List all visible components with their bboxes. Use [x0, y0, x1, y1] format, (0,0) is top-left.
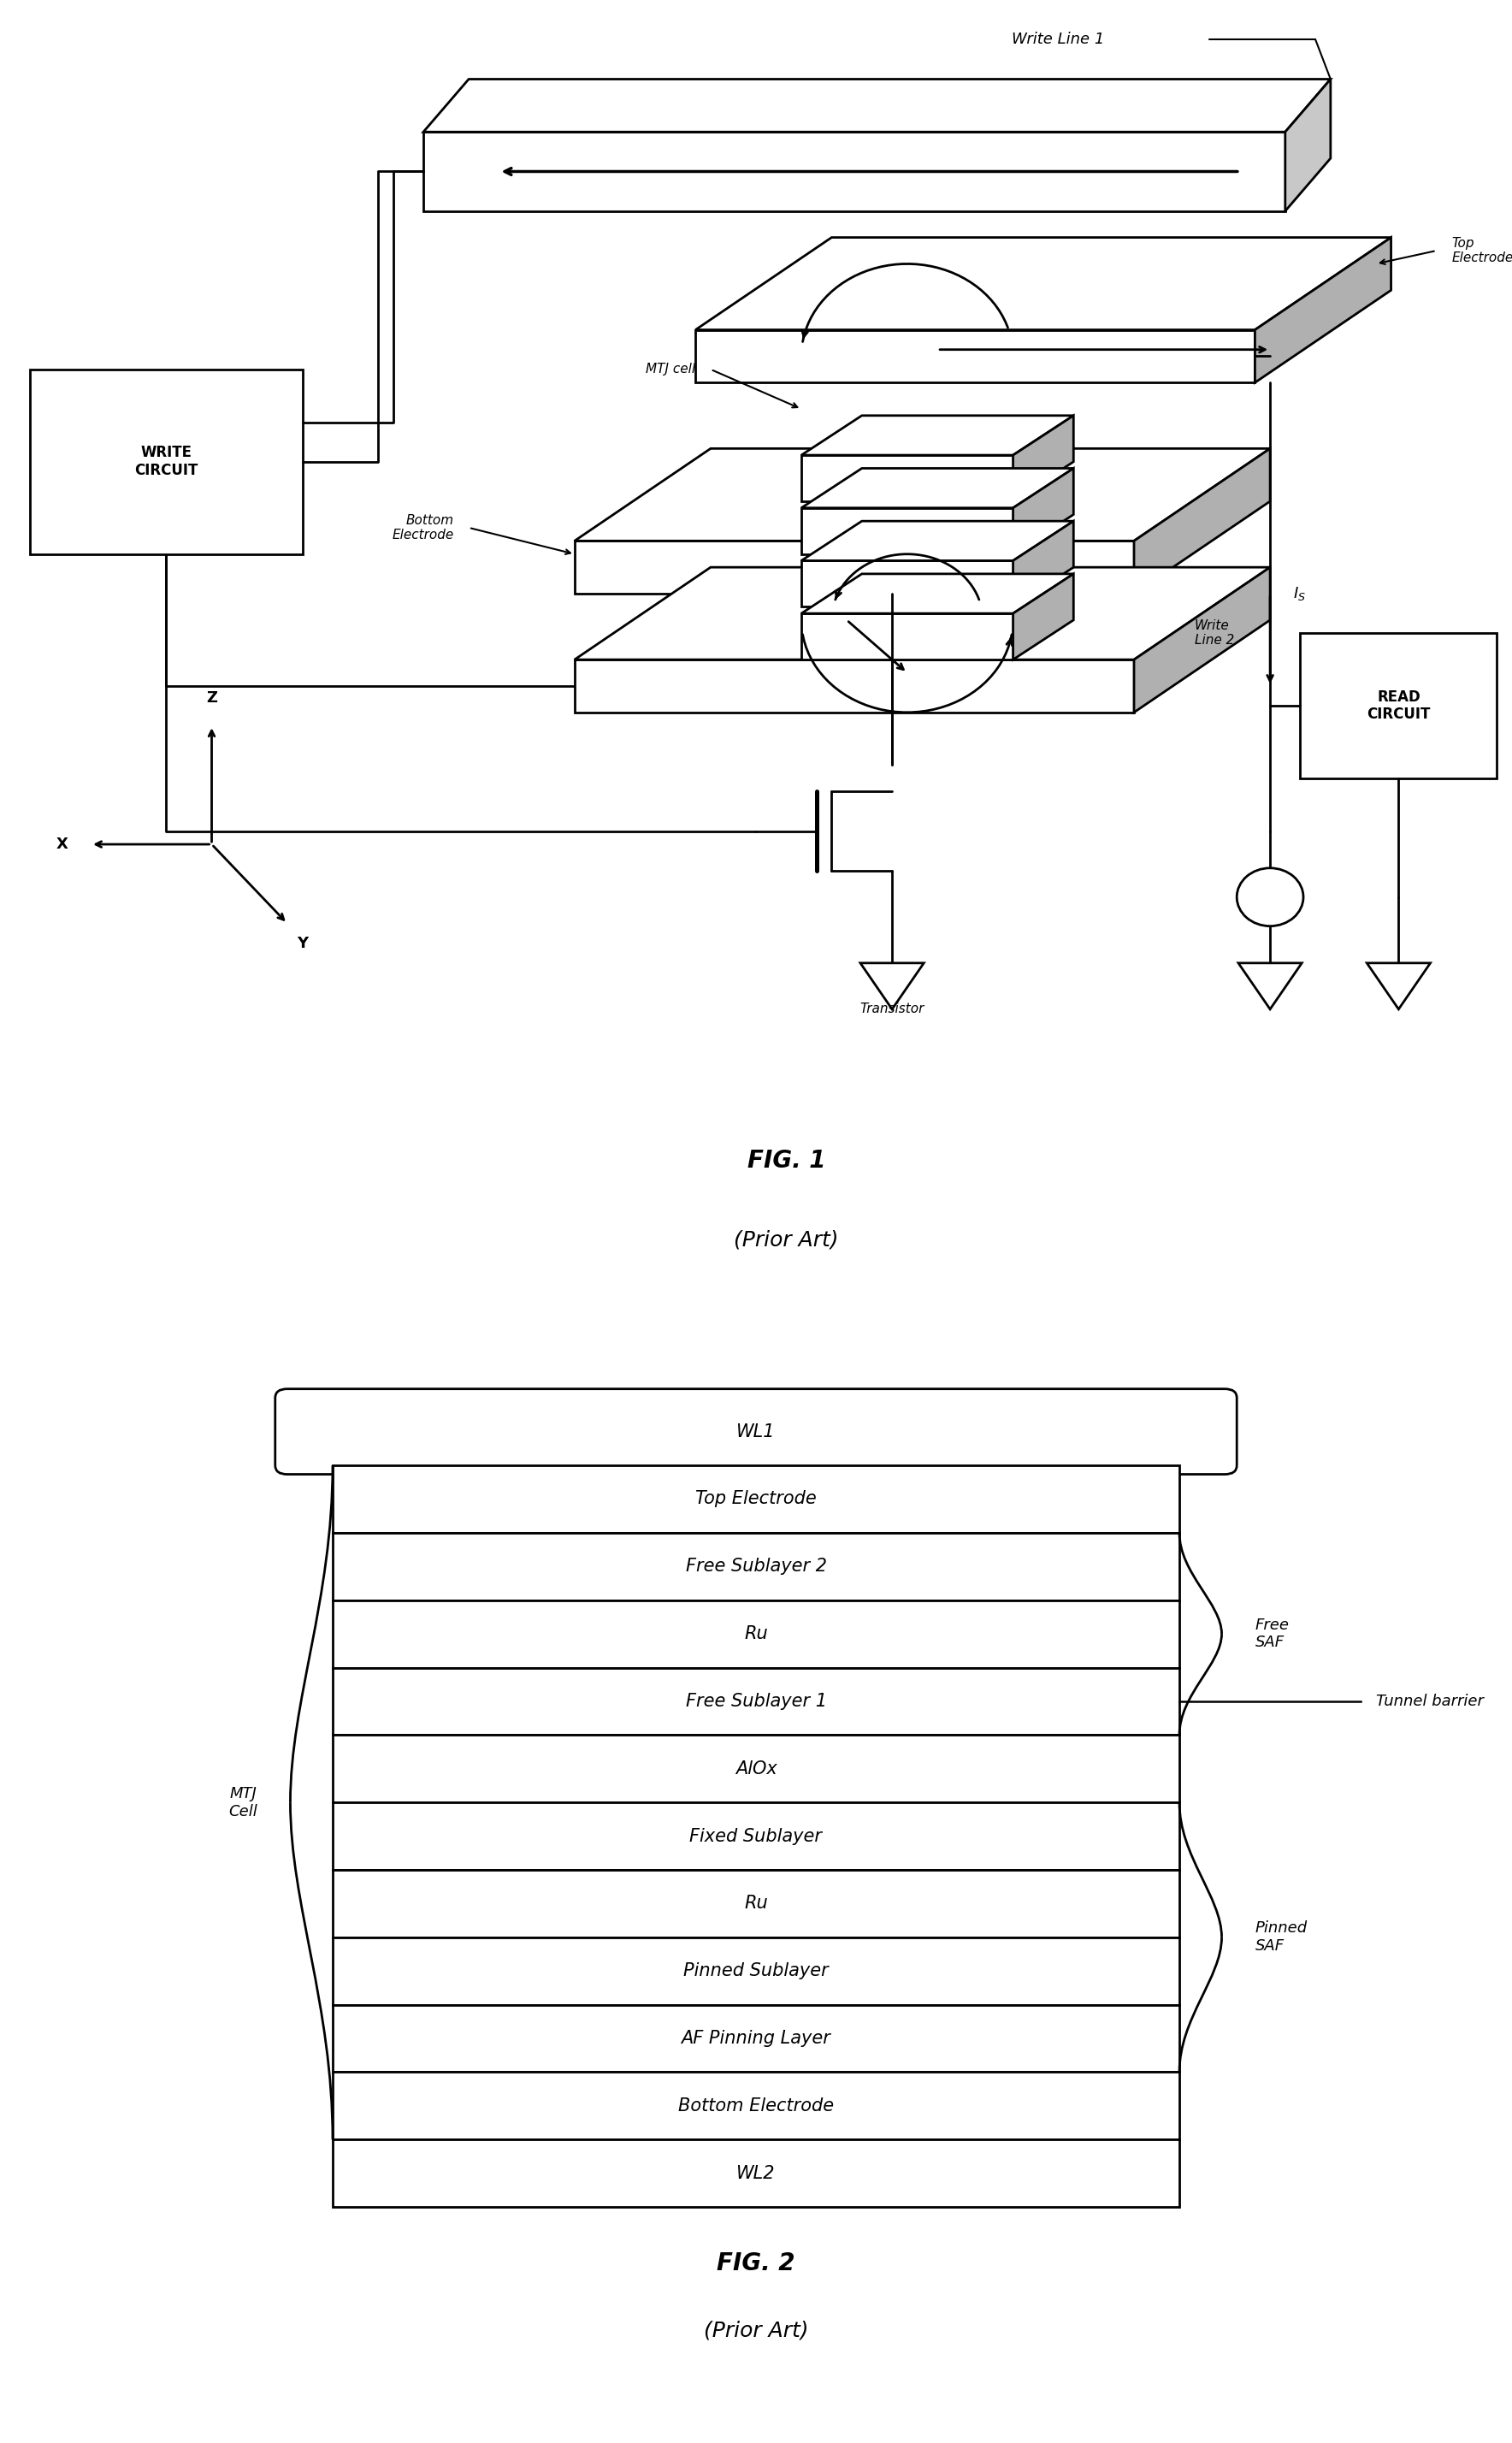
Text: AF Pinning Layer: AF Pinning Layer: [682, 2030, 830, 2047]
Text: Free Sublayer 1: Free Sublayer 1: [685, 1693, 827, 1710]
Bar: [333, 1803, 1179, 1869]
Text: Fixed Sublayer: Fixed Sublayer: [689, 1827, 823, 1844]
Bar: [333, 2072, 1179, 2140]
Text: $I_S$: $I_S$: [1293, 584, 1305, 603]
Bar: [333, 2006, 1179, 2072]
Text: Ru: Ru: [744, 1896, 768, 1913]
Text: FIG. 1: FIG. 1: [747, 1148, 826, 1173]
Circle shape: [1237, 867, 1303, 926]
Polygon shape: [801, 613, 1013, 660]
Text: Free Sublayer 2: Free Sublayer 2: [685, 1559, 827, 1576]
Text: Tunnel barrier: Tunnel barrier: [1376, 1693, 1483, 1710]
Polygon shape: [801, 562, 1013, 606]
Text: READ
CIRCUIT: READ CIRCUIT: [1367, 689, 1430, 723]
Polygon shape: [1134, 567, 1270, 713]
Polygon shape: [696, 330, 1255, 384]
Bar: [333, 1600, 1179, 1669]
Bar: [333, 1466, 1179, 1532]
Polygon shape: [575, 660, 1134, 713]
Text: Y: Y: [296, 936, 308, 950]
Text: MTJ cell: MTJ cell: [646, 364, 696, 376]
Bar: [1300, 633, 1497, 779]
Polygon shape: [575, 540, 1134, 594]
Text: Bottom Electrode: Bottom Electrode: [677, 2096, 835, 2116]
Bar: [333, 1669, 1179, 1735]
Polygon shape: [1013, 415, 1074, 501]
Text: Top
Electrode: Top Electrode: [1452, 237, 1512, 264]
FancyBboxPatch shape: [275, 1390, 1237, 1473]
Bar: [333, 2140, 1179, 2206]
Polygon shape: [1134, 450, 1270, 594]
Bar: [333, 1937, 1179, 2006]
Text: Pinned Sublayer: Pinned Sublayer: [683, 1962, 829, 1979]
Polygon shape: [801, 469, 1074, 508]
Polygon shape: [1013, 520, 1074, 606]
Polygon shape: [801, 415, 1074, 454]
Polygon shape: [801, 508, 1013, 555]
Text: Top Electrode: Top Electrode: [696, 1490, 816, 1507]
Text: Z: Z: [206, 691, 218, 706]
Text: Pinned
SAF: Pinned SAF: [1255, 1920, 1308, 1954]
Polygon shape: [1285, 78, 1331, 210]
Polygon shape: [801, 454, 1013, 501]
Bar: [30, 369, 302, 555]
Text: MTJ
Cell: MTJ Cell: [228, 1786, 257, 1820]
Polygon shape: [1238, 963, 1302, 1009]
Text: WRITE
CIRCUIT: WRITE CIRCUIT: [135, 445, 198, 479]
Polygon shape: [575, 450, 1270, 540]
Text: Ru: Ru: [744, 1625, 768, 1642]
Text: (Prior Art): (Prior Art): [733, 1229, 839, 1251]
Polygon shape: [1255, 237, 1391, 384]
Text: Write
Line 2: Write Line 2: [1194, 621, 1234, 647]
Text: (Prior Art): (Prior Art): [703, 2321, 809, 2340]
Polygon shape: [423, 78, 1331, 132]
Polygon shape: [801, 574, 1074, 613]
Text: FIG. 2: FIG. 2: [717, 2250, 795, 2274]
Text: Bottom
Electrode: Bottom Electrode: [392, 513, 454, 542]
Polygon shape: [696, 237, 1391, 330]
Bar: [333, 1735, 1179, 1803]
Text: Transistor: Transistor: [860, 1002, 924, 1016]
Polygon shape: [801, 520, 1074, 562]
Polygon shape: [423, 132, 1285, 210]
Text: WL2: WL2: [736, 2164, 776, 2182]
Bar: [333, 1532, 1179, 1600]
Bar: [333, 1869, 1179, 1937]
Text: X: X: [56, 836, 68, 853]
Text: Write Line 1: Write Line 1: [1012, 32, 1105, 46]
Polygon shape: [575, 567, 1270, 660]
Text: Free
SAF: Free SAF: [1255, 1617, 1290, 1651]
Polygon shape: [1013, 469, 1074, 555]
Polygon shape: [1367, 963, 1430, 1009]
Text: AlOx: AlOx: [735, 1759, 777, 1779]
Text: WL1: WL1: [736, 1422, 776, 1441]
Polygon shape: [1013, 574, 1074, 660]
Polygon shape: [860, 963, 924, 1009]
